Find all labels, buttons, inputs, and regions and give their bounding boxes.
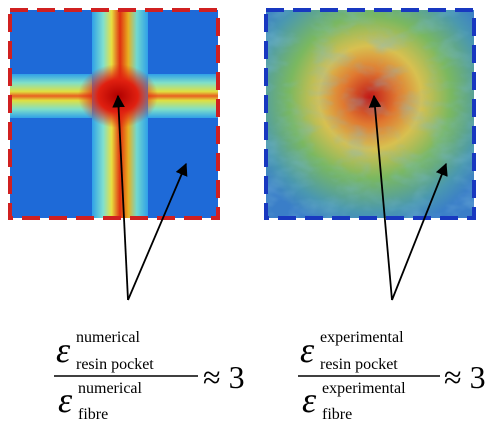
superscript: experimental <box>320 329 404 346</box>
numerical-ratio: ε numerical resin pocket ε numerical fib… <box>54 329 245 423</box>
superscript: numerical <box>76 329 141 346</box>
epsilon: ε <box>302 380 317 420</box>
subscript: resin pocket <box>76 356 154 373</box>
border <box>264 8 476 220</box>
arrow <box>391 162 448 301</box>
arrow <box>112 94 129 301</box>
superscript: numerical <box>78 380 143 397</box>
field-texture <box>266 10 474 218</box>
subscript: fibre <box>322 406 352 423</box>
arrow <box>127 162 188 301</box>
relation: ≈ 3 <box>203 359 245 395</box>
relation: ≈ 3 <box>444 359 486 395</box>
border <box>8 8 220 220</box>
arrow <box>368 94 393 301</box>
epsilon: ε <box>300 330 315 370</box>
subscript: resin pocket <box>320 356 398 373</box>
epsilon: ε <box>58 380 73 420</box>
numerical-field <box>8 8 220 220</box>
subscript: fibre <box>78 406 108 423</box>
superscript: experimental <box>322 380 406 397</box>
experimental-field <box>264 8 476 220</box>
epsilon: ε <box>56 330 71 370</box>
experimental-ratio: ε experimental resin pocket ε experiment… <box>298 329 486 423</box>
